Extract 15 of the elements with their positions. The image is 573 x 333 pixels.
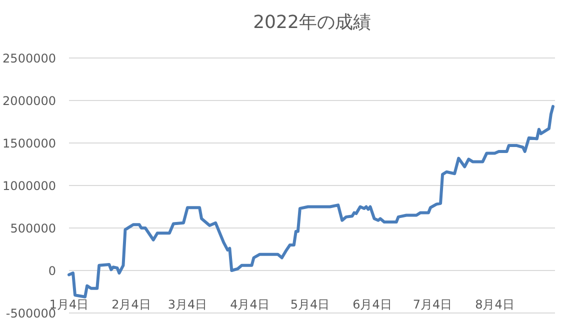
x-tick-label: 8月4日 — [475, 298, 514, 312]
line-series — [68, 104, 554, 298]
y-tick-label: 1500000 — [2, 136, 56, 150]
x-tick-label: 3月4日 — [168, 298, 208, 312]
x-tick-label: 5月4日 — [290, 298, 330, 312]
y-tick-label: 2000000 — [2, 94, 56, 108]
y-tick-label: 0 — [48, 264, 56, 278]
chart-title: 2022年の成績 — [253, 12, 371, 33]
y-tick-label: 1000000 — [2, 179, 56, 193]
x-tick-label: 7月4日 — [412, 298, 452, 312]
y-tick-label: 2500000 — [2, 52, 56, 66]
x-tick-label: 2月4日 — [112, 298, 151, 312]
x-tick-label: 4月4日 — [230, 298, 270, 312]
x-tick-label: 6月4日 — [352, 298, 392, 312]
y-tick-label: 500000 — [10, 222, 56, 236]
